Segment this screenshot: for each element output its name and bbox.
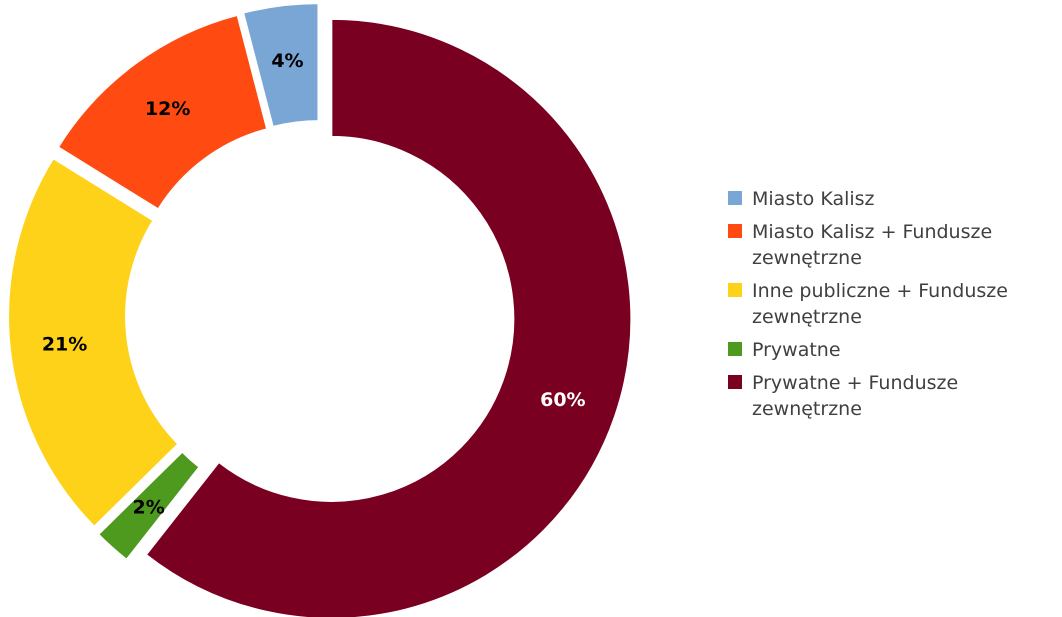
legend-swatch bbox=[728, 375, 742, 389]
data-label-prywatne: 2% bbox=[133, 497, 165, 519]
legend-swatch bbox=[728, 283, 742, 297]
legend-label: Inne publiczne + Fundusze zewnętrzne bbox=[752, 280, 1008, 328]
legend-label: Prywatne bbox=[752, 339, 841, 361]
legend-swatch bbox=[728, 191, 742, 205]
data-label-miasto-kalisz: 4% bbox=[271, 50, 303, 72]
legend-swatch bbox=[728, 224, 742, 238]
slice-inne-publiczne-fundusze bbox=[7, 156, 180, 529]
legend-item-miasto-kalisz-fundusze: Miasto Kalisz + Fundusze zewnętrzne bbox=[728, 219, 1062, 271]
legend-item-prywatne-fundusze: Prywatne + Fundusze zewnętrzne bbox=[728, 370, 1062, 422]
chart-legend: Miasto Kalisz Miasto Kalisz + Fundusze ze… bbox=[728, 186, 1062, 429]
legend-item-prywatne: Prywatne bbox=[728, 337, 1062, 363]
legend-label: Miasto Kalisz + Fundusze zewnętrzne bbox=[752, 221, 993, 269]
data-label-inne-publiczne-fundusze: 21% bbox=[42, 333, 87, 355]
legend-label: Prywatne + Fundusze zewnętrzne bbox=[752, 372, 959, 420]
slice-prywatne-fundusze bbox=[144, 17, 633, 617]
legend-swatch bbox=[728, 342, 742, 356]
slice-prywatne bbox=[96, 450, 201, 562]
data-label-miasto-kalisz-fundusze: 12% bbox=[145, 98, 190, 120]
donut-chart: 60% 2% 21% 12% 4% bbox=[7, 2, 633, 617]
legend-item-miasto-kalisz: Miasto Kalisz bbox=[728, 186, 1062, 212]
data-label-prywatne-fundusze: 60% bbox=[540, 389, 585, 411]
slice-miasto-kalisz bbox=[241, 2, 320, 129]
slice-miasto-kalisz-fundusze bbox=[56, 13, 269, 211]
legend-label: Miasto Kalisz bbox=[752, 188, 875, 210]
legend-item-inne-publiczne-fundusze: Inne publiczne + Fundusze zewnętrzne bbox=[728, 278, 1062, 330]
